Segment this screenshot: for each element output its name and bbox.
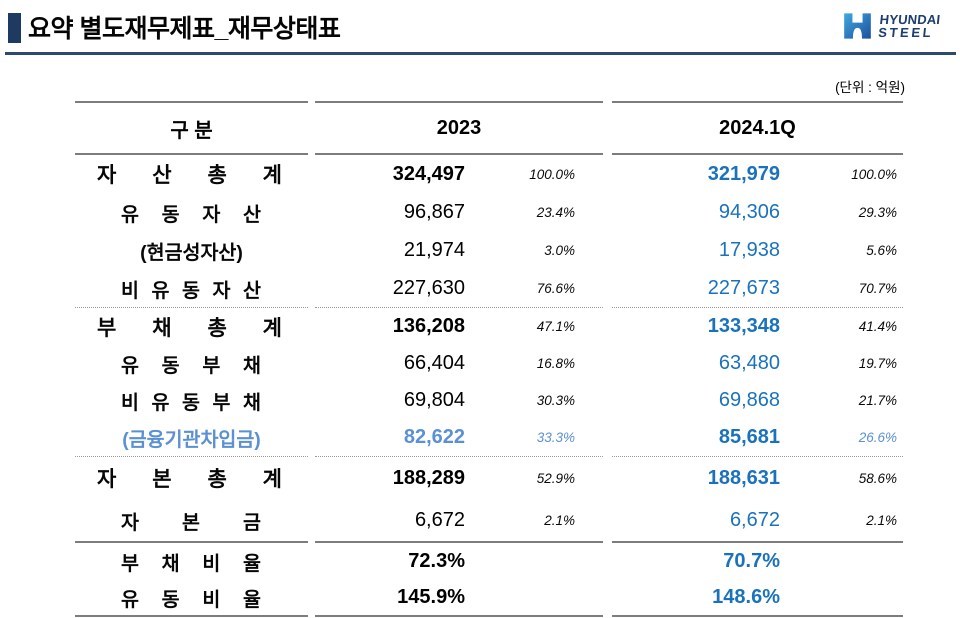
column-header-category: 구 분 [170, 119, 213, 142]
table-row-total-assets: 자 산 총 계 324,497 100.0% 321,979 100.0% [0, 155, 960, 193]
value-2024: 70.7% [723, 549, 780, 572]
pct-2023: 16.8% [536, 356, 575, 371]
value-2023: 69,804 [403, 389, 465, 411]
value-2023: 6,672 [414, 508, 465, 531]
column-header-2023: 2023 [436, 116, 482, 139]
table-row-debt-ratio: 부 채 비 율 72.3% 70.7% [0, 543, 960, 579]
hyundai-steel-logo: HYUNDAI STEEL [841, 10, 942, 42]
table-row-current-assets: 유 동 자 산 96,867 23.4% 94,306 29.3% [0, 193, 960, 231]
table-divider [0, 307, 960, 308]
row-label: 비 유 동 자 산 [121, 279, 261, 302]
value-2024: 148.6% [712, 585, 780, 608]
table-row-noncurrent-liabilities: 비 유 동 부 채 69,804 30.3% 69,868 21.7% [0, 382, 960, 419]
table-divider [0, 456, 960, 457]
row-label: 유 동 비 율 [121, 588, 261, 611]
pct-2024: 70.7% [858, 280, 897, 296]
header-divider-rule [5, 52, 956, 55]
pct-2024: 5.6% [866, 242, 897, 258]
table-row-current-liabilities: 유 동 부 채 66,404 16.8% 63,480 19.7% [0, 345, 960, 382]
pct-2024: 19.7% [858, 356, 897, 371]
row-label: (금융기관차입금) [122, 429, 261, 451]
value-2023: 227,630 [392, 276, 465, 299]
table-row-financial-borrowings: (금융기관차입금) 82,622 33.3% 85,681 26.6% [0, 419, 960, 456]
pct-2023: 23.4% [536, 204, 575, 220]
logo-wordmark: HYUNDAI STEEL [877, 11, 942, 40]
table-divider [0, 153, 960, 155]
row-label: 부 채 비 율 [121, 552, 261, 575]
value-2023: 188,289 [392, 466, 465, 489]
financial-position-table: 구 분 2023 2024.1Q 자 산 총 계 324,497 100.0% 3… [0, 101, 960, 617]
table-divider [0, 101, 960, 103]
pct-2024: 29.3% [858, 204, 897, 220]
table-divider [0, 615, 960, 617]
pct-2023: 52.9% [536, 470, 575, 486]
value-2024: 63,480 [718, 352, 780, 374]
table-row-noncurrent-assets: 비 유 동 자 산 227,630 76.6% 227,673 70.7% [0, 269, 960, 307]
pct-2024: 2.1% [866, 512, 897, 528]
table-row-current-ratio: 유 동 비 율 145.9% 148.6% [0, 579, 960, 615]
value-2023: 21,974 [403, 238, 465, 261]
table-row-capital-stock: 자 본 금 6,672 2.1% 6,672 2.1% [0, 499, 960, 541]
logo-text-hyundai: HYUNDAI [879, 11, 942, 27]
value-2024: 321,979 [707, 162, 780, 185]
value-2024: 133,348 [707, 315, 780, 337]
row-label: 부 채 총 계 [97, 316, 282, 340]
hyundai-steel-logo-icon [841, 10, 874, 42]
row-label: 자 본 금 [121, 511, 261, 534]
pct-2023: 76.6% [536, 280, 575, 296]
value-2024: 227,673 [707, 276, 780, 299]
pct-2024: 21.7% [858, 393, 897, 408]
value-2024: 94,306 [718, 200, 780, 223]
row-label: 자 본 총 계 [97, 468, 282, 491]
title-accent-bar [8, 13, 21, 43]
value-2024: 6,672 [729, 508, 780, 531]
table-divider [0, 541, 960, 543]
unit-label: (단위 : 억원) [835, 80, 905, 95]
column-header-2024-1q: 2024.1Q [719, 116, 796, 139]
table-row-total-equity: 자 본 총 계 188,289 52.9% 188,631 58.6% [0, 457, 960, 499]
pct-2024: 41.4% [858, 319, 897, 334]
value-2023: 96,867 [403, 200, 465, 223]
value-2023: 72.3% [408, 549, 465, 572]
logo-text-steel: STEEL [877, 25, 935, 40]
pct-2023: 100.0% [529, 166, 575, 182]
pct-2024: 26.6% [858, 430, 897, 445]
value-2023: 136,208 [392, 315, 465, 337]
pct-2023: 47.1% [536, 319, 575, 334]
value-2023: 324,497 [392, 162, 465, 185]
pct-2023: 3.0% [544, 242, 575, 258]
row-label: 자 산 총 계 [97, 164, 282, 187]
table-row-cash-assets: (현금성자산) 21,974 3.0% 17,938 5.6% [0, 231, 960, 269]
pct-2023: 30.3% [536, 393, 575, 408]
row-label: 유 동 자 산 [121, 203, 261, 226]
pct-2023: 2.1% [544, 512, 575, 528]
row-label: (현금성자산) [140, 241, 243, 264]
table-header-row: 구 분 2023 2024.1Q [0, 103, 960, 153]
table-row-total-liabilities: 부 채 총 계 136,208 47.1% 133,348 41.4% [0, 308, 960, 345]
pct-2024: 100.0% [851, 166, 897, 182]
value-2024: 188,631 [707, 466, 780, 489]
value-2024: 69,868 [718, 389, 780, 411]
pct-2024: 58.6% [858, 470, 897, 486]
value-2024: 17,938 [718, 238, 780, 261]
value-2024: 85,681 [718, 426, 780, 448]
value-2023: 145.9% [397, 585, 465, 608]
pct-2023: 33.3% [536, 430, 575, 445]
row-label: 유 동 부 채 [121, 355, 261, 377]
page-title: 요약 별도재무제표_재무상태표 [28, 15, 341, 43]
value-2023: 66,404 [403, 352, 465, 374]
row-label: 비 유 동 부 채 [121, 392, 261, 414]
value-2023: 82,622 [403, 426, 465, 448]
